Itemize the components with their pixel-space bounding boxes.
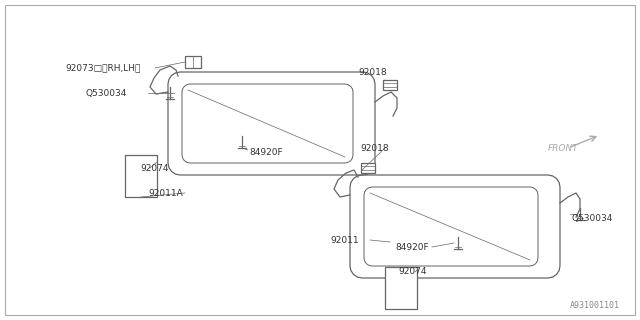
- Bar: [125, 155, 157, 197]
- Text: 92018: 92018: [360, 143, 388, 153]
- Text: 92018: 92018: [358, 68, 387, 76]
- Text: 92074: 92074: [140, 164, 168, 172]
- Text: 84920F: 84920F: [395, 243, 429, 252]
- Text: 84920F: 84920F: [249, 148, 283, 156]
- Text: Q530034: Q530034: [572, 213, 613, 222]
- Bar: [383, 80, 397, 90]
- Text: 92073□〈RH,LH〉: 92073□〈RH,LH〉: [65, 63, 140, 73]
- Text: 92074: 92074: [398, 268, 426, 276]
- Text: 92011: 92011: [330, 236, 358, 244]
- Text: A931001101: A931001101: [570, 301, 620, 310]
- Bar: [361, 163, 375, 173]
- Text: FRONT: FRONT: [548, 143, 579, 153]
- Text: 92011A: 92011A: [148, 188, 183, 197]
- Text: Q530034: Q530034: [85, 89, 126, 98]
- Bar: [385, 267, 417, 309]
- Bar: [185, 56, 201, 68]
